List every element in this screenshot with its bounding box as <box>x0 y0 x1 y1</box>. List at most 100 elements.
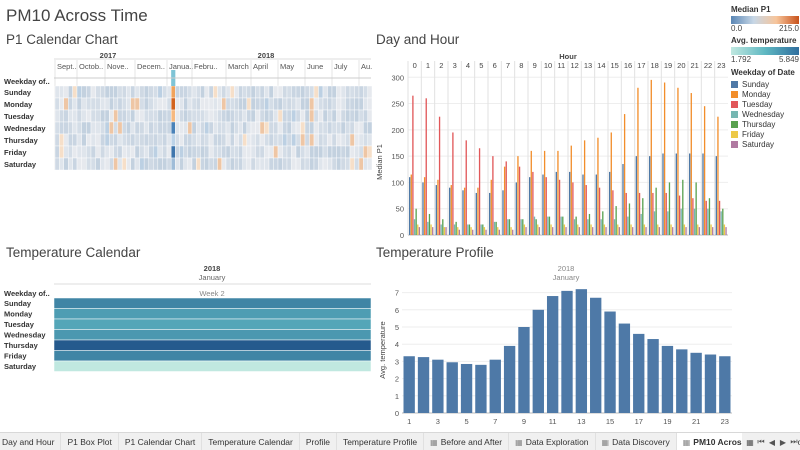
legend-weekday-item[interactable]: Thursday <box>731 119 799 129</box>
dayhour-bar[interactable] <box>535 219 537 235</box>
calendar-cell[interactable] <box>291 133 297 147</box>
next-sheet-icon[interactable]: ▶ <box>779 437 787 447</box>
calendar-cell[interactable] <box>213 85 218 99</box>
dayhour-bar[interactable] <box>450 185 452 235</box>
dayhour-bar[interactable] <box>548 216 551 235</box>
calendar-cell[interactable] <box>259 85 265 99</box>
calendar-cell[interactable] <box>268 97 274 111</box>
calendar-cell[interactable] <box>234 121 239 135</box>
calendar-cell[interactable] <box>208 109 214 123</box>
calendar-cell[interactable] <box>59 85 65 99</box>
calendar-cell[interactable] <box>367 109 373 123</box>
calendar-cell[interactable] <box>259 133 265 147</box>
calendar-cell[interactable] <box>286 109 292 123</box>
calendar-cell[interactable] <box>363 109 368 123</box>
calendar-cell[interactable] <box>331 85 337 99</box>
calendar-cell[interactable] <box>225 121 231 135</box>
dayhour-bar[interactable] <box>552 227 554 235</box>
calendar-cell[interactable] <box>200 121 205 135</box>
calendar-cell[interactable] <box>213 109 218 123</box>
calendar-cell[interactable] <box>327 97 333 111</box>
calendar-cell[interactable] <box>143 133 149 147</box>
dayhour-bar[interactable] <box>577 224 579 235</box>
calendar-cell[interactable] <box>268 121 274 135</box>
calendar-cell[interactable] <box>179 121 184 135</box>
calendar-cell[interactable] <box>238 85 243 99</box>
calendar-cell[interactable] <box>322 145 328 159</box>
calendar-cell[interactable] <box>358 157 364 171</box>
dayhour-bar[interactable] <box>485 229 487 235</box>
calendar-cell[interactable] <box>95 85 101 99</box>
calendar-cell[interactable] <box>183 145 189 159</box>
calendar-cell[interactable] <box>221 121 227 135</box>
dayhour-bar[interactable] <box>668 182 671 235</box>
dayhour-bar[interactable] <box>717 116 719 235</box>
calendar-cell[interactable] <box>327 133 333 147</box>
calendar-cell[interactable] <box>170 109 176 123</box>
calendar-cell[interactable] <box>63 97 69 111</box>
calendar-cell[interactable] <box>313 145 319 159</box>
calendar-cell[interactable] <box>242 133 248 147</box>
dayhour-bar[interactable] <box>632 227 634 235</box>
profile-bar[interactable] <box>647 339 659 413</box>
calendar-cell[interactable] <box>139 121 145 135</box>
calendar-cell[interactable] <box>153 109 159 123</box>
calendar-cell[interactable] <box>81 121 87 135</box>
dayhour-bar[interactable] <box>555 171 557 235</box>
dayhour-bar[interactable] <box>520 219 522 235</box>
tempcal-cell[interactable] <box>53 329 372 341</box>
calendar-cell[interactable] <box>67 157 73 171</box>
dayhour-bar[interactable] <box>690 93 692 235</box>
calendar-cell[interactable] <box>309 109 315 123</box>
dayhour-bar[interactable] <box>712 227 714 235</box>
calendar-cell[interactable] <box>217 157 222 171</box>
dayhour-bar[interactable] <box>565 227 567 235</box>
dayhour-bar[interactable] <box>623 114 626 235</box>
calendar-cell[interactable] <box>229 157 235 171</box>
calendar-cell[interactable] <box>208 97 214 111</box>
calendar-cell[interactable] <box>59 97 65 111</box>
calendar-cell[interactable] <box>250 157 256 171</box>
calendar-cell[interactable] <box>104 157 110 171</box>
calendar-cell[interactable] <box>95 109 101 123</box>
dayhour-bar[interactable] <box>698 227 701 235</box>
calendar-cell[interactable] <box>331 97 337 111</box>
profile-bar[interactable] <box>489 359 501 413</box>
calendar-cell[interactable] <box>213 133 218 147</box>
dayhour-bar[interactable] <box>538 227 541 235</box>
dayhour-bar[interactable] <box>725 227 727 235</box>
calendar-cell[interactable] <box>90 157 96 171</box>
profile-bar[interactable] <box>590 297 602 413</box>
calendar-cell[interactable] <box>76 109 82 123</box>
calendar-cell[interactable] <box>309 121 315 135</box>
calendar-cell[interactable] <box>54 85 60 99</box>
calendar-cell[interactable] <box>200 157 205 171</box>
calendar-cell[interactable] <box>81 109 87 123</box>
calendar-cell[interactable] <box>255 121 261 135</box>
calendar-cell[interactable] <box>166 85 172 99</box>
dayhour-bar[interactable] <box>600 219 602 235</box>
calendar-cell[interactable] <box>282 157 288 171</box>
calendar-cell[interactable] <box>234 145 239 159</box>
dayhour-bar[interactable] <box>515 182 517 235</box>
dayhour-bar[interactable] <box>622 164 624 235</box>
sheet-tab[interactable]: Profile <box>300 432 337 450</box>
calendar-cell[interactable] <box>318 133 324 147</box>
calendar-cell[interactable] <box>86 109 92 123</box>
calendar-cell[interactable] <box>143 97 149 111</box>
profile-bar[interactable] <box>403 356 415 413</box>
calendar-cell[interactable] <box>309 85 315 99</box>
dayhour-bar[interactable] <box>417 224 419 235</box>
profile-bar[interactable] <box>704 354 717 413</box>
calendar-cell[interactable] <box>100 85 106 99</box>
calendar-cell[interactable] <box>54 109 60 123</box>
calendar-cell[interactable] <box>291 97 297 111</box>
calendar-cell[interactable] <box>100 145 106 159</box>
dayhour-bar[interactable] <box>455 221 457 235</box>
calendar-cell[interactable] <box>268 109 274 123</box>
dayhour-bar[interactable] <box>462 190 464 235</box>
dayhour-bar[interactable] <box>563 224 566 235</box>
dayhour-bar[interactable] <box>532 171 534 235</box>
legend-weekday-item[interactable]: Friday <box>731 129 799 139</box>
calendar-cell[interactable] <box>225 145 231 159</box>
